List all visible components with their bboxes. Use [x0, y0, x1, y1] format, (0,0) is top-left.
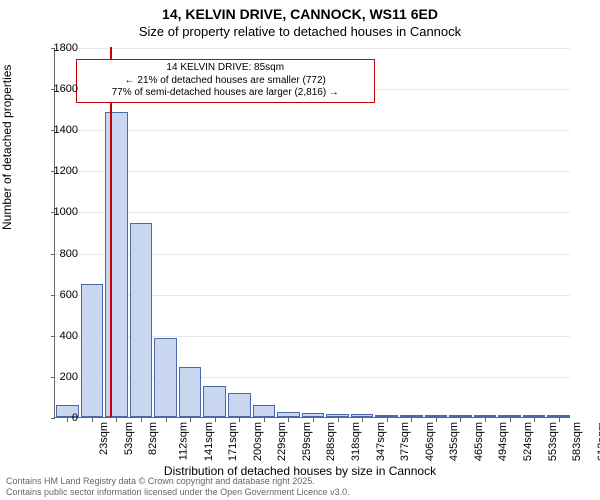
footer-line-2: Contains public sector information licen… [6, 487, 350, 498]
bar [523, 415, 546, 417]
xtick-label: 171sqm [227, 422, 239, 461]
xtick-label: 229sqm [276, 422, 288, 461]
xtick-mark [485, 418, 486, 422]
bar [179, 367, 202, 417]
annotation-line: 77% of semi-detached houses are larger (… [83, 87, 368, 100]
bar [81, 284, 104, 417]
bar [203, 386, 226, 417]
ytick-label: 0 [38, 412, 78, 424]
chart-title-block: 14, KELVIN DRIVE, CANNOCK, WS11 6ED Size… [0, 0, 600, 40]
xtick-label: 612sqm [596, 422, 600, 461]
xtick-label: 141sqm [203, 422, 215, 461]
bar [351, 414, 374, 417]
xtick-label: 377sqm [399, 422, 411, 461]
bar [253, 405, 276, 417]
xtick-label: 259sqm [301, 422, 313, 461]
gridline [55, 171, 570, 172]
annotation-box: 14 KELVIN DRIVE: 85sqm← 21% of detached … [76, 59, 375, 103]
ytick-label: 1600 [38, 83, 78, 95]
xtick-mark [460, 418, 461, 422]
ytick-label: 1200 [38, 165, 78, 177]
xtick-mark [141, 418, 142, 422]
xtick-mark [215, 418, 216, 422]
bar [498, 415, 521, 417]
bar [326, 414, 349, 417]
xtick-label: 200sqm [252, 422, 264, 461]
bar [105, 112, 128, 417]
xtick-label: 524sqm [522, 422, 534, 461]
ytick-label: 600 [38, 289, 78, 301]
bar [449, 415, 472, 417]
xtick-label: 553sqm [547, 422, 559, 461]
xtick-label: 23sqm [98, 422, 110, 455]
xtick-mark [559, 418, 560, 422]
plot-area: 23sqm53sqm82sqm112sqm141sqm171sqm200sqm2… [54, 48, 570, 418]
title-main: 14, KELVIN DRIVE, CANNOCK, WS11 6ED [0, 6, 600, 24]
xtick-mark [92, 418, 93, 422]
gridline [55, 130, 570, 131]
xtick-label: 82sqm [147, 422, 159, 455]
bar [228, 393, 251, 417]
xtick-mark [387, 418, 388, 422]
xtick-mark [264, 418, 265, 422]
attribution-footer: Contains HM Land Registry data © Crown c… [6, 476, 350, 498]
ytick-label: 1800 [38, 42, 78, 54]
annotation-line: ← 21% of detached houses are smaller (77… [83, 75, 368, 88]
xtick-label: 318sqm [350, 422, 362, 461]
bar [277, 412, 300, 417]
ytick-label: 1000 [38, 206, 78, 218]
xtick-label: 112sqm [177, 422, 189, 460]
xtick-label: 435sqm [448, 422, 460, 461]
gridline [55, 212, 570, 213]
xtick-label: 465sqm [473, 422, 485, 461]
xtick-label: 53sqm [123, 422, 135, 455]
bar [130, 223, 153, 417]
xtick-mark [166, 418, 167, 422]
gridline [55, 48, 570, 49]
bar [375, 415, 398, 417]
bar [302, 413, 325, 417]
xtick-mark [534, 418, 535, 422]
xtick-mark [190, 418, 191, 422]
bar [425, 415, 448, 417]
xtick-mark [116, 418, 117, 422]
ytick-label: 1400 [38, 124, 78, 136]
title-sub: Size of property relative to detached ho… [0, 24, 600, 40]
ytick-label: 200 [38, 371, 78, 383]
xtick-mark [436, 418, 437, 422]
bar [400, 415, 423, 417]
xtick-mark [313, 418, 314, 422]
xtick-label: 406sqm [424, 422, 436, 461]
ytick-label: 800 [38, 248, 78, 260]
xtick-mark [338, 418, 339, 422]
xtick-mark [288, 418, 289, 422]
chart-area: 23sqm53sqm82sqm112sqm141sqm171sqm200sqm2… [54, 48, 570, 418]
xtick-mark [510, 418, 511, 422]
xtick-label: 494sqm [498, 422, 510, 461]
footer-line-1: Contains HM Land Registry data © Crown c… [6, 476, 350, 487]
xtick-label: 347sqm [375, 422, 387, 461]
bar [474, 415, 497, 417]
bar [154, 338, 177, 417]
xtick-mark [411, 418, 412, 422]
xtick-label: 288sqm [326, 422, 338, 461]
bar [547, 415, 570, 417]
ytick-label: 400 [38, 330, 78, 342]
xtick-mark [239, 418, 240, 422]
y-axis-label: Number of detached properties [0, 65, 14, 230]
annotation-line: 14 KELVIN DRIVE: 85sqm [83, 62, 368, 75]
xtick-label: 583sqm [571, 422, 583, 461]
xtick-mark [362, 418, 363, 422]
